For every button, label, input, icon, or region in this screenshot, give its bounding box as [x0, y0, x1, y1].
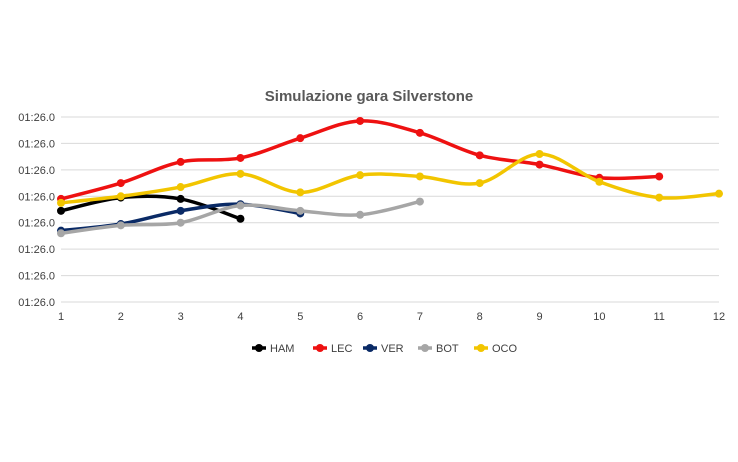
data-point-lec	[415, 128, 424, 137]
series-line-lec	[59, 119, 661, 201]
x-tick-label: 1	[58, 311, 64, 323]
data-point-oco	[655, 193, 664, 202]
data-point-oco	[715, 189, 723, 198]
data-point-oco	[57, 198, 65, 207]
y-tick-label: 01:26.0	[18, 218, 55, 230]
data-point-lec	[236, 153, 245, 162]
legend-marker	[316, 344, 324, 352]
y-tick-label: 01:26.0	[18, 244, 55, 256]
data-point-oco	[535, 150, 544, 158]
data-point-oco	[475, 179, 484, 188]
x-axis-ticks: 1 2 3 4 5 6 7 8 9 10 11 12	[58, 311, 725, 323]
legend-item-bot: BOT	[418, 343, 459, 355]
data-point-bot	[116, 221, 125, 230]
data-point-lec	[356, 116, 365, 125]
data-point-ham	[176, 194, 185, 203]
legend-marker	[421, 344, 429, 352]
data-point-lec	[176, 157, 185, 166]
y-axis-ticks: 01:26.0 01:26.0 01:26.0 01:26.0 01:26.0 01:26…	[18, 112, 55, 309]
x-tick-label: 4	[237, 311, 243, 323]
data-point-lec	[475, 151, 484, 160]
legend-label: VER	[381, 343, 404, 355]
legend-item-ham: HAM	[252, 343, 294, 355]
legend-marker	[366, 344, 374, 352]
x-tick-label: 5	[297, 311, 303, 323]
legend: HAM LEC VER BOT OCO	[252, 343, 518, 355]
data-point-bot	[57, 229, 65, 238]
data-point-oco	[176, 183, 185, 192]
data-point-ham	[236, 214, 245, 223]
legend-item-ver: VER	[363, 343, 404, 355]
x-tick-label: 10	[593, 311, 605, 323]
legend-label: LEC	[331, 343, 352, 355]
legend-item-oco: OCO	[474, 343, 518, 355]
data-point-lec	[116, 179, 125, 188]
y-tick-label: 01:26.0	[18, 165, 55, 177]
legend-label: BOT	[436, 343, 459, 355]
data-point-bot	[356, 210, 365, 219]
y-tick-label: 01:26.0	[18, 271, 55, 283]
x-tick-label: 11	[653, 311, 664, 323]
data-point-oco	[356, 171, 365, 180]
data-point-bot	[176, 218, 185, 227]
data-point-bot	[296, 206, 305, 215]
series-line-ham	[59, 194, 243, 221]
data-point-lec	[655, 172, 664, 181]
data-point-bot	[236, 201, 245, 210]
x-tick-label: 6	[357, 311, 363, 323]
legend-marker	[255, 344, 263, 352]
data-point-oco	[116, 192, 125, 201]
legend-label: OCO	[492, 343, 518, 355]
x-tick-label: 12	[713, 311, 725, 323]
x-tick-label: 8	[477, 311, 483, 323]
legend-marker	[477, 344, 485, 352]
y-tick-label: 01:26.0	[18, 138, 55, 150]
data-point-oco	[415, 172, 424, 181]
chart-title: Simulazione gara Silverstone	[265, 88, 473, 105]
series-lines	[57, 116, 723, 238]
data-point-oco	[296, 188, 305, 197]
series-lec	[57, 116, 664, 203]
data-point-ham	[57, 206, 65, 215]
y-tick-label: 01:26.0	[18, 112, 55, 124]
data-point-lec	[296, 134, 305, 143]
series-bot	[57, 197, 424, 238]
data-point-bot	[415, 197, 424, 206]
x-tick-label: 7	[417, 311, 423, 323]
legend-label: HAM	[270, 343, 294, 355]
legend-item-lec: LEC	[313, 343, 352, 355]
data-point-lec	[535, 160, 544, 169]
data-point-ver	[176, 206, 185, 215]
x-tick-label: 3	[178, 311, 184, 323]
series-oco	[57, 150, 723, 207]
x-tick-label: 9	[536, 311, 542, 323]
y-tick-label: 01:26.0	[18, 191, 55, 203]
data-point-oco	[236, 169, 245, 178]
data-point-oco	[595, 177, 604, 186]
x-tick-label: 2	[118, 311, 124, 323]
y-tick-label: 01:26.0	[18, 297, 55, 309]
